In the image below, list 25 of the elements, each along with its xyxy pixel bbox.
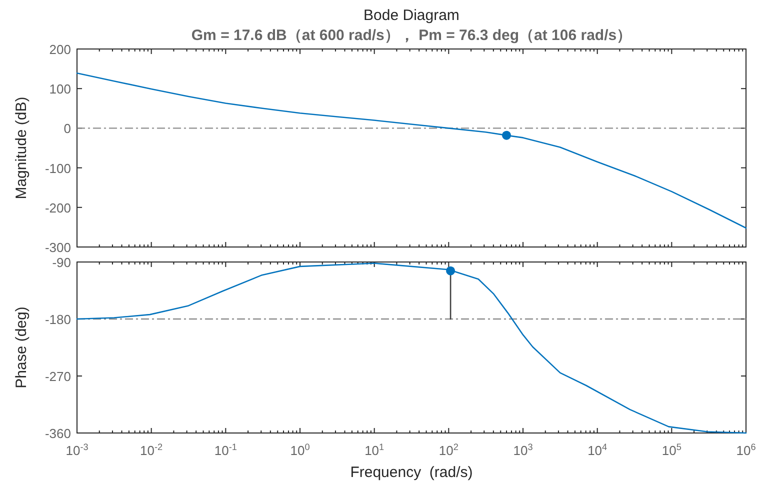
x-tick-label: 10$^{3}$ bbox=[513, 442, 533, 458]
x-tick-label: 10$^{-3}$ bbox=[66, 442, 88, 458]
x-tick-label: 10$^{6}$ bbox=[736, 442, 756, 458]
y-axis-title: Magnitude (dB) bbox=[13, 96, 30, 200]
y-tick-label: -300 bbox=[44, 240, 71, 255]
x-tick-label: 10$^{4}$ bbox=[588, 442, 608, 458]
x-tick-label: 10$^{5}$ bbox=[662, 442, 682, 458]
x-axis-title: Frequency (rad/s) bbox=[350, 464, 473, 481]
y-tick-label: -100 bbox=[44, 160, 71, 176]
x-tick-label: 10$^{2}$ bbox=[438, 442, 458, 458]
y-tick-label: -200 bbox=[44, 200, 71, 216]
x-tick-label: 10$^{0}$ bbox=[290, 442, 310, 458]
y-tick-label: -270 bbox=[44, 369, 71, 384]
y-tick-label: 100 bbox=[49, 82, 71, 97]
x-tick-label: 10$^{-1}$ bbox=[214, 442, 237, 458]
y-tick-label: -360 bbox=[44, 426, 71, 441]
y-axis-title: Phase (deg) bbox=[13, 306, 30, 388]
x-tick-label: 10$^{1}$ bbox=[364, 442, 384, 458]
y-tick-label: 0 bbox=[64, 121, 71, 136]
chart-subtitle: Gm = 17.6 dB（at 600 rad/s）， Pm = 76.3 deg（at 106 rad/s） bbox=[191, 27, 632, 44]
y-tick-label: -90 bbox=[52, 255, 71, 270]
y-tick-label: -180 bbox=[44, 312, 71, 327]
x-tick-label: 10$^{-2}$ bbox=[140, 442, 163, 458]
chart-title: Bode Diagram bbox=[364, 7, 460, 24]
y-tick-label: 200 bbox=[49, 42, 71, 57]
